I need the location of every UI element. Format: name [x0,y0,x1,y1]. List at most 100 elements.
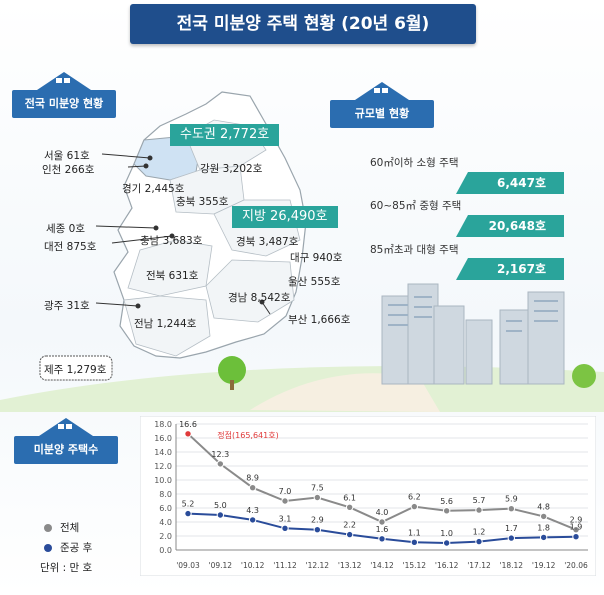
region-label: 세종 0호 [46,223,85,235]
data-point-total [539,512,548,521]
peak-annotation: 정점(165,641호) [217,430,278,440]
x-tick-label: '09.03 [176,561,200,570]
x-tick-label: '19.12 [532,561,556,570]
data-point-total [248,484,257,492]
data-label-completed: 1.9 [570,523,583,532]
x-tick-label: '15.12 [403,561,427,570]
data-label-total: 12.3 [211,450,229,459]
data-label-total: 4.8 [537,502,550,511]
size-value: 6,447호 [456,172,564,194]
section-header-count: 미분양 주택수 [14,418,118,466]
y-tick-label: 14.0 [154,448,172,457]
data-label-total: 7.0 [279,487,292,496]
tree-icon [218,356,246,384]
data-point-completed [281,524,289,533]
region-label: 충남 3,683호 [140,235,203,247]
region-label: 제주 1,279호 [44,364,107,376]
size-value: 2,167호 [456,258,564,280]
window-icon [56,78,72,90]
chart-frame [140,416,596,576]
y-tick-label: 10.0 [154,476,172,485]
window-icon [374,88,390,100]
y-tick-label: 6.0 [159,504,172,513]
data-point-total [281,497,289,505]
data-label-completed: 2.9 [311,516,324,525]
region-label: 인천 266호 [42,164,95,176]
section-header-national: 전국 미분양 현황 [12,72,116,120]
data-point-total [216,460,225,468]
region-label: 광주 31호 [44,300,90,312]
x-tick-label: '14.12 [370,561,394,570]
data-label-total: 5.9 [505,495,518,504]
x-tick-label: '10.12 [241,561,265,570]
region-label: 전남 1,244호 [134,318,197,330]
region-label: 대구 940호 [290,252,343,264]
data-point-completed [378,535,386,543]
x-tick-label: '13.12 [338,561,362,570]
data-point-total [442,507,451,515]
y-tick-label: 0.0 [159,546,172,555]
y-tick-label: 2.0 [159,532,172,541]
data-label-completed: 1.7 [505,524,518,533]
data-label-completed: 1.0 [440,529,453,538]
x-tick-label: '17.12 [467,561,491,570]
capital-area-total: 수도권 2,772호 [170,124,280,146]
x-tick-label: '09.12 [209,561,233,570]
y-tick-label: 18.0 [154,420,172,429]
data-label-completed: 4.3 [246,506,259,515]
data-point-completed [507,534,516,542]
data-label-total: 4.0 [376,508,389,517]
data-label-completed: 1.2 [473,528,486,537]
data-point-completed [313,526,322,534]
x-tick-label: '12.12 [306,561,330,570]
data-label-total: 16.6 [179,420,197,429]
data-label-completed: 5.0 [214,501,227,510]
regional-total: 지방 26,490호 [232,206,338,228]
y-tick-label: 4.0 [159,518,172,527]
data-point-total [313,493,322,502]
region-label: 강원 3,202호 [200,163,263,175]
data-point-total [378,518,386,526]
data-label-completed: 5.2 [182,500,195,509]
legend-dot-icon [44,524,52,532]
data-point-total [345,503,354,512]
region-label: 경남 8,542호 [228,292,291,304]
data-point-completed [475,537,483,546]
unit-label: 단위 : 만 호 [40,562,93,574]
legend-completed: 준공 후 [44,540,92,555]
size-label: 60~85㎡ 중형 주택 [370,200,462,212]
data-label-completed: 3.1 [279,514,292,523]
data-point-completed [442,539,451,547]
region-label: 대전 875호 [44,241,97,253]
data-point-total [410,502,419,511]
x-tick-label: '11.12 [273,561,297,570]
size-value: 20,648호 [456,215,564,237]
region-label: 울산 555호 [288,276,341,288]
data-point-completed [248,516,257,524]
data-point-total [507,505,516,513]
data-label-completed: 1.1 [408,528,421,537]
tree-icon [572,364,596,388]
data-label-total: 7.5 [311,484,324,493]
data-point-completed [410,538,419,547]
data-point-completed [216,511,225,519]
page-title: 전국 미분양 주택 현황 (20년 6월) [130,4,476,44]
data-label-total: 6.2 [408,493,421,502]
data-point-total [475,506,483,514]
data-point-completed [184,509,192,518]
legend-total: 전체 [44,520,79,535]
section-header-by-size: 규모별 현황 [330,82,434,130]
region-label: 경기 2,445호 [122,183,185,195]
data-point-completed [345,530,354,539]
region-label: 전북 631호 [146,270,199,282]
data-label-completed: 2.2 [343,521,356,530]
legend-dot-icon [44,544,52,552]
region-label: 충북 355호 [176,196,229,208]
region-label: 부산 1,666호 [288,314,351,326]
size-label: 60㎡이하 소형 주택 [370,157,459,169]
data-point-completed [572,533,580,541]
data-label-total: 5.6 [440,497,453,506]
y-tick-label: 8.0 [159,490,172,499]
y-tick-label: 12.0 [154,462,172,471]
